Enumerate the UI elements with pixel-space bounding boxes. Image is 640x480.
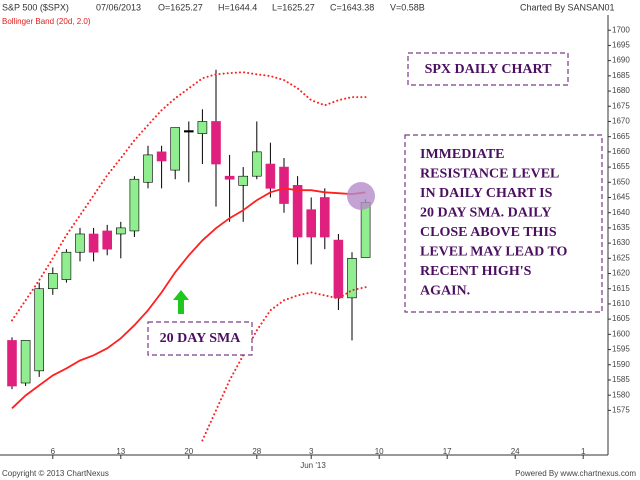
y-tick-label: 1615 (612, 284, 630, 293)
y-tick-label: 1635 (612, 223, 630, 232)
note-line: CLOSE ABOVE THIS (420, 225, 557, 240)
powered-by: Powered By www.chartnexus.com (515, 469, 636, 478)
x-tick-label: 10 (375, 447, 384, 456)
note-line: RESISTANCE LEVEL (420, 167, 559, 182)
candle-body (265, 163, 276, 189)
candle-body (88, 233, 99, 253)
note-line: RECENT HIGH'S (420, 264, 532, 279)
candle-body (238, 175, 248, 186)
candle-body (279, 166, 289, 204)
candle-body (156, 151, 167, 162)
candle-body (197, 121, 208, 134)
note-line: 20 DAY SMA. DAILY (420, 206, 551, 221)
x-tick-label: 1 (581, 447, 586, 456)
candle-body (211, 121, 221, 165)
candle-body (20, 340, 31, 384)
sma-box-text: 20 DAY SMA (160, 331, 242, 346)
y-tick-label: 1625 (612, 253, 630, 262)
y-tick-label: 1680 (612, 86, 630, 95)
y-tick-label: 1645 (612, 193, 630, 202)
note-line: IN DAILY CHART IS (420, 186, 553, 201)
candle-body (170, 127, 180, 171)
y-tick-label: 1590 (612, 360, 630, 369)
y-tick-label: 1575 (612, 405, 630, 414)
open: O=1625.27 (158, 2, 203, 12)
x-tick-label: 17 (443, 447, 452, 456)
candle-body (319, 197, 330, 238)
candle-body (184, 130, 194, 133)
x-tick-label: 20 (184, 447, 193, 456)
volume: V=0.58B (390, 2, 425, 12)
annotations: SPX DAILY CHART 20 DAY SMA IMMEDIATE RESI… (147, 52, 603, 356)
y-tick-label: 1620 (612, 269, 630, 278)
candle-body (252, 151, 262, 177)
y-tick-label: 1690 (612, 56, 630, 65)
x-tick-label: 28 (252, 447, 261, 456)
y-tick-label: 1670 (612, 117, 630, 126)
highlight-circle (347, 182, 375, 210)
y-tick-label: 1585 (612, 375, 630, 384)
overlay-line (11, 71, 367, 322)
y-tick-label: 1600 (612, 329, 630, 338)
y-tick-label: 1660 (612, 147, 630, 156)
close: C=1643.38 (330, 2, 374, 12)
y-tick-label: 1650 (612, 177, 630, 186)
x-tick-label: 3 (309, 447, 314, 456)
indicator-label: Bollinger Band (20d, 2.0) (2, 17, 91, 26)
copyright: Copyright © 2013 ChartNexus (2, 469, 109, 478)
y-tick-label: 1700 (612, 25, 630, 34)
overlay-line (11, 187, 366, 409)
title-box-text: SPX DAILY CHART (425, 62, 552, 77)
candle-body (292, 185, 303, 238)
note-line: AGAIN. (420, 284, 470, 299)
y-tick-label: 1675 (612, 101, 630, 110)
y-tick-label: 1610 (612, 299, 630, 308)
y-tick-label: 1580 (612, 390, 630, 399)
y-tick-label: 1665 (612, 132, 630, 141)
candle-body (61, 251, 72, 280)
symbol: S&P 500 ($SPX) (2, 2, 69, 12)
candle-body (102, 230, 112, 250)
y-tick-label: 1605 (612, 314, 630, 323)
x-tick-label: 6 (51, 447, 56, 456)
y-tick-label: 1640 (612, 208, 630, 217)
arrow (173, 290, 189, 314)
title-box (407, 52, 569, 86)
candle-body (7, 340, 17, 387)
note-line: IMMEDIATE (420, 147, 505, 162)
note-line: LEVEL MAY LEAD TO (420, 245, 568, 260)
y-tick-label: 1695 (612, 41, 630, 50)
month-label: Jun '13 (300, 461, 326, 470)
candle-body (47, 273, 58, 290)
candle-body (34, 288, 45, 372)
x-tick-label: 13 (116, 447, 125, 456)
low: L=1625.27 (272, 2, 315, 12)
sma-box (147, 321, 253, 356)
candle-body (224, 175, 235, 180)
candle-body (129, 178, 140, 232)
candle-body (143, 154, 153, 183)
candle-body (75, 233, 85, 253)
candle-body (333, 239, 344, 299)
y-tick-label: 1685 (612, 71, 630, 80)
overlay-line (201, 286, 367, 442)
candle-body (116, 227, 126, 235)
candle-body (360, 202, 371, 258)
note-box (404, 134, 603, 313)
y-tick-label: 1630 (612, 238, 630, 247)
high: H=1644.4 (218, 2, 257, 12)
credit: Charted By SANSAN01 (520, 2, 615, 12)
candle-body (306, 209, 317, 238)
y-tick-label: 1655 (612, 162, 630, 171)
date: 07/06/2013 (96, 2, 141, 12)
candle-body (347, 258, 357, 299)
y-tick-label: 1595 (612, 345, 630, 354)
x-tick-label: 24 (511, 447, 520, 456)
